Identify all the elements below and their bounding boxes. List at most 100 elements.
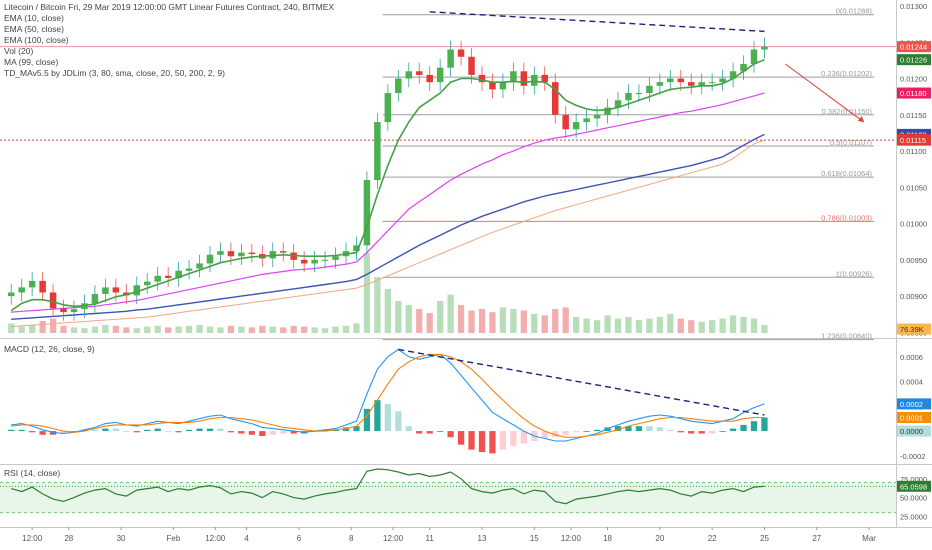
- candle-body: [321, 259, 329, 261]
- volume-bar: [562, 307, 569, 333]
- candle-body: [593, 114, 601, 119]
- macd-histogram-bar: [562, 431, 569, 435]
- volume-bar: [573, 317, 580, 333]
- macd-histogram-bar: [154, 428, 161, 432]
- candle-body: [332, 256, 339, 260]
- volume-bar: [552, 309, 559, 333]
- candle-body: [248, 252, 256, 255]
- macd-histogram-bar: [510, 431, 517, 446]
- candle-body: [551, 82, 559, 115]
- candle-body: [468, 56, 475, 75]
- candle-body: [353, 245, 360, 252]
- macd-histogram-bar: [677, 431, 684, 433]
- indicator-ema10-label[interactable]: EMA (10, close): [4, 13, 64, 23]
- volume-bar: [416, 309, 423, 333]
- rsi-legend: RSI (14, close): [4, 468, 60, 479]
- indicator-td-ma-label[interactable]: TD_MAv5.5 by JDLim (3, 80, sma, close, 2…: [4, 68, 225, 78]
- volume-bar: [342, 325, 350, 333]
- price-badge-bg: [897, 41, 931, 53]
- macd-histogram-bar: [635, 426, 643, 432]
- volume-bar: [625, 317, 632, 333]
- rsi-title[interactable]: RSI (14, close): [4, 468, 61, 478]
- volume-bar: [165, 327, 172, 333]
- macd-histogram-bar: [740, 424, 747, 432]
- fib-level-label: 1.236(0.00840): [821, 332, 872, 341]
- macd-histogram-bar: [112, 428, 119, 432]
- volume-bar: [81, 328, 88, 333]
- indicator-ema50-label[interactable]: EMA (50, close): [4, 24, 64, 34]
- macd-histogram-bar: [604, 427, 611, 432]
- candle-body: [102, 287, 109, 294]
- price-tick-label: 0.01100: [900, 147, 927, 156]
- volume-bar: [656, 317, 663, 333]
- price-badge: 0.01226: [900, 56, 927, 65]
- volume-bar: [39, 321, 46, 333]
- macd-histogram-bar: [102, 428, 109, 432]
- time-tick-label: 12:00: [383, 534, 404, 543]
- volume-bar: [614, 318, 622, 333]
- indicator-ma99-label[interactable]: MA (99, close): [4, 57, 59, 67]
- volume-bar: [457, 305, 465, 333]
- macd-histogram-bar: [133, 431, 140, 433]
- indicator-volume-label[interactable]: Vol (20): [4, 46, 34, 56]
- macd-histogram-bar: [405, 426, 412, 432]
- price-badge-bg: [897, 134, 931, 146]
- volume-bar: [541, 315, 548, 333]
- fib-level-label: 0.618(0.01064): [821, 169, 872, 178]
- rsi-badge-bg: [897, 480, 931, 492]
- time-tick-label: 8: [349, 534, 354, 543]
- macd-line: [11, 348, 765, 442]
- volume-bar: [478, 309, 486, 333]
- candle-body: [196, 263, 203, 269]
- candle-body: [374, 122, 381, 181]
- macd-histogram-bar: [227, 431, 235, 433]
- ma99-line: [11, 139, 765, 328]
- macd-histogram-bar: [18, 429, 25, 432]
- macd-histogram-bar: [646, 426, 653, 432]
- time-tick-label: 13: [478, 534, 487, 543]
- volume-bar: [698, 321, 705, 333]
- macd-histogram-bar: [91, 429, 99, 432]
- volume-bar: [123, 327, 130, 333]
- macd-histogram-bar: [426, 431, 433, 434]
- candle-body: [625, 93, 632, 101]
- macd-histogram-bar: [185, 429, 193, 432]
- candle-body: [206, 254, 214, 264]
- macd-histogram-bar: [49, 431, 57, 435]
- indicator-ema100-label[interactable]: EMA (100, close): [4, 35, 69, 45]
- macd-histogram-bar: [719, 431, 726, 432]
- volume-bar: [102, 325, 109, 333]
- candle-body: [698, 82, 705, 86]
- candle-body: [311, 259, 318, 264]
- volume-bar: [248, 327, 255, 333]
- volume-bar: [332, 326, 339, 333]
- candle-body: [667, 78, 674, 83]
- volume-bar: [280, 327, 287, 333]
- price-trendline: [429, 11, 765, 33]
- macd-tick-label: 0.0006: [900, 353, 923, 362]
- price-badge: 0.01115: [900, 136, 926, 145]
- macd-title[interactable]: MACD (12, 26, close, 9): [4, 344, 95, 354]
- macd-badge: 0.0001: [900, 413, 923, 422]
- macd-histogram-bar: [70, 431, 78, 432]
- time-tick-label: Feb: [166, 534, 180, 543]
- volume-bar: [740, 317, 747, 333]
- candle-body: [447, 49, 454, 68]
- candle-body: [175, 270, 182, 278]
- candle-body: [478, 74, 486, 83]
- volume-bar: [646, 318, 653, 333]
- macd-histogram-bar: [688, 431, 695, 434]
- candle-body: [761, 46, 768, 50]
- macd-legend: MACD (12, 26, close, 9): [4, 344, 95, 355]
- volume-bar: [583, 318, 590, 333]
- candle-body: [7, 292, 15, 297]
- volume-bar: [384, 289, 391, 333]
- macd-histogram-bar: [196, 428, 203, 432]
- macd-histogram-bar: [123, 431, 130, 432]
- macd-histogram-bar: [332, 429, 339, 432]
- volume-bar: [60, 325, 67, 333]
- macd-histogram-bar: [175, 431, 182, 433]
- macd-tick-label: 0.0004: [900, 378, 923, 387]
- candle-body: [164, 275, 172, 278]
